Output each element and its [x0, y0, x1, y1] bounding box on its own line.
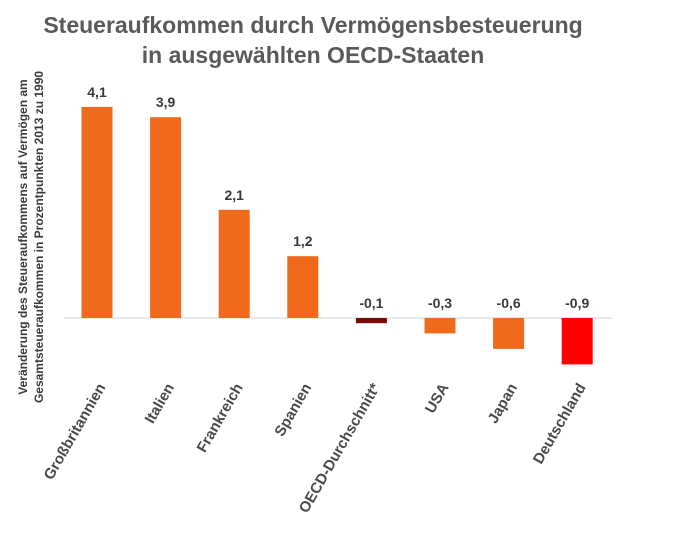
value-label-5: -0,3 [428, 295, 452, 311]
category-label-0: Großbritannien [41, 381, 110, 483]
bars-layer [81, 106, 593, 365]
category-label-4: OECD-Durchschnitt* [296, 380, 384, 516]
category-label-3: Spanien [271, 381, 315, 440]
bar-7 [561, 318, 593, 365]
value-label-0: 4,1 [87, 84, 107, 100]
bar-5 [424, 318, 456, 334]
y-axis-label-line2: Gesamtsteueraufkommen in Prozentpunkten … [32, 71, 46, 403]
bar-4 [355, 318, 387, 324]
value-labels-layer: 4,1 3,9 2,1 1,2 -0,1 -0,3 -0,6 -0,9 [87, 84, 589, 311]
value-label-1: 3,9 [156, 94, 176, 110]
value-label-6: -0,6 [497, 295, 521, 311]
bar-0 [81, 106, 113, 319]
bar-3 [287, 256, 319, 318]
value-label-3: 1,2 [293, 233, 313, 249]
category-labels-layer: Großbritannien Italien Frankreich SpanienOE… [41, 380, 590, 516]
category-label-2: Frankreich [194, 381, 247, 456]
category-label-1: Italien [142, 381, 178, 427]
category-label-7: Deutschland [530, 381, 590, 467]
chart-title-line2: in ausgewählten OECD-Staaten [142, 42, 485, 68]
value-label-7: -0,9 [565, 295, 589, 311]
value-label-2: 2,1 [224, 187, 244, 203]
category-label-6: Japan [485, 381, 521, 427]
y-axis-label-line1: Veränderung des Steueraufkommens auf Ver… [16, 79, 30, 394]
chart-title-line1: Steueraufkommen durch Vermögensbesteueru… [43, 12, 582, 38]
category-label-5: USA [422, 380, 453, 416]
bar-2 [218, 209, 250, 318]
bar-6 [493, 318, 525, 349]
bar-1 [150, 117, 182, 318]
value-label-4: -0,1 [359, 295, 383, 311]
